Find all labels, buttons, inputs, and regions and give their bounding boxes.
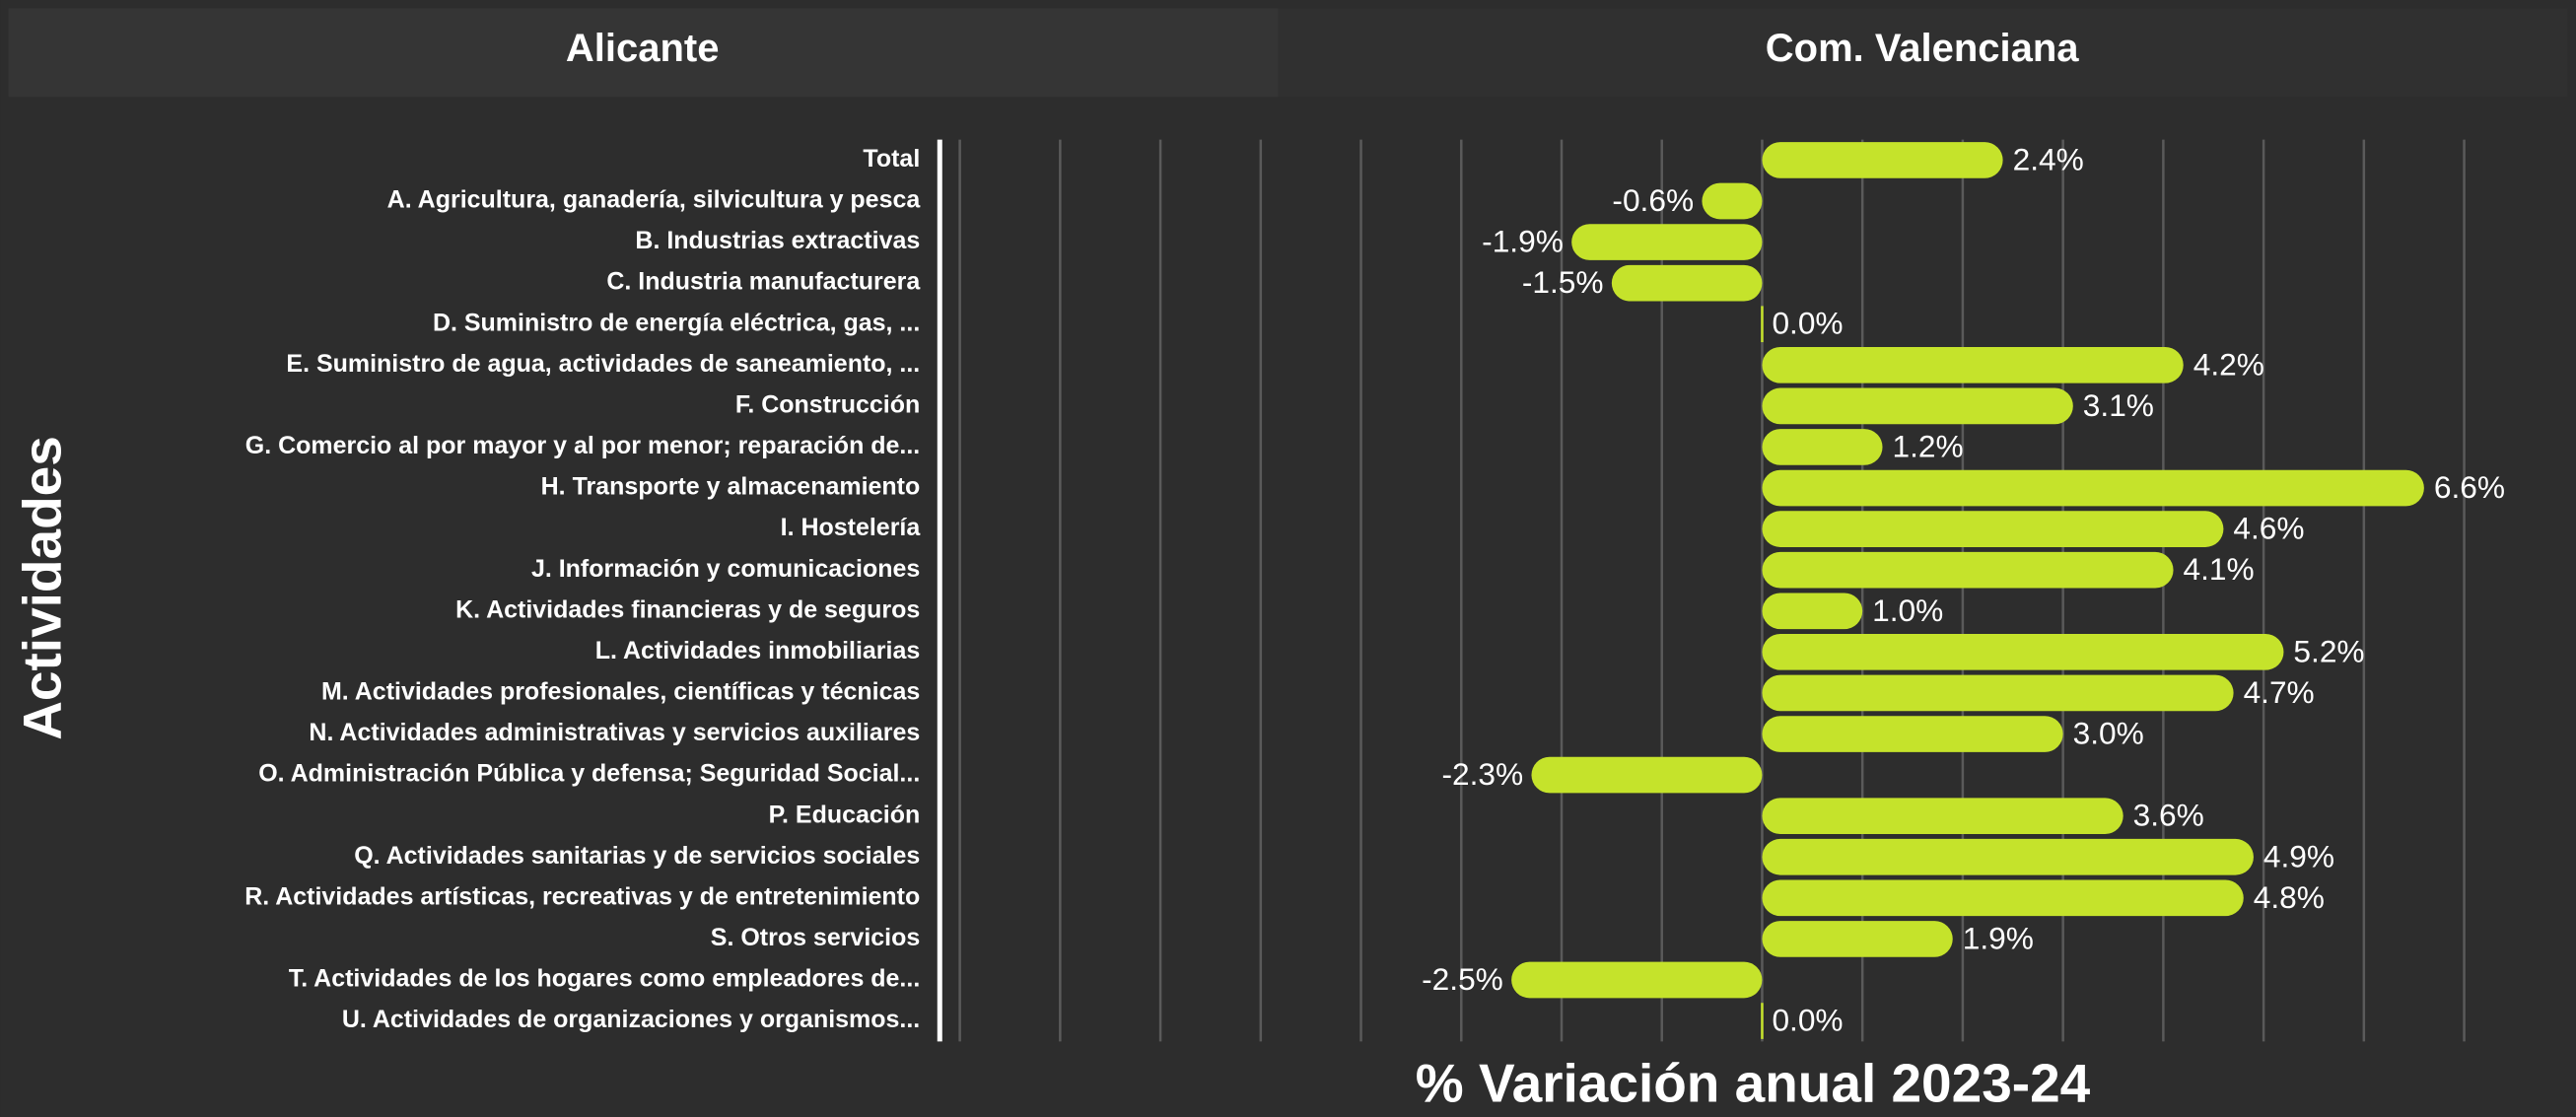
bar [1762, 716, 2063, 752]
value-label: 3.0% [2073, 716, 2144, 751]
value-label: 6.6% [2434, 469, 2505, 505]
value-label: -2.5% [1422, 961, 1503, 997]
bar [1571, 224, 1763, 260]
category-label: R. Actividades artísticas, recreativas y… [244, 882, 920, 910]
value-label: 0.0% [1772, 1003, 1843, 1038]
category-label: O. Administración Pública y defensa; Seg… [258, 760, 920, 788]
bar [1511, 961, 1763, 999]
category-label: C. Industria manufacturera [606, 268, 921, 296]
category-label: J. Información y comunicaciones [531, 555, 920, 583]
category-label: F. Construcción [735, 390, 920, 418]
bar [1762, 879, 2244, 917]
category-label: E. Suministro de agua, actividades de sa… [286, 350, 920, 378]
bar [1761, 306, 1764, 343]
value-label: 3.1% [2083, 387, 2154, 423]
value-label: 4.8% [2254, 879, 2325, 915]
category-label: I. Hostelería [781, 514, 922, 541]
category-label: G. Comercio al por mayor y al por menor;… [245, 432, 921, 459]
category-label: L. Actividades inmobiliarias [595, 637, 921, 664]
value-label: -1.5% [1522, 264, 1604, 300]
bar [1531, 756, 1763, 794]
value-label: 2.4% [2013, 141, 2084, 176]
tab-label[interactable]: Com. Valenciana [1766, 27, 2079, 70]
bar [1762, 346, 2184, 384]
category-label: Total [863, 145, 920, 173]
category-label: H. Transporte y almacenamiento [541, 473, 921, 501]
value-label: -1.9% [1482, 224, 1564, 259]
category-label: A. Agricultura, ganadería, silvicultura … [387, 186, 922, 214]
category-label: N. Actividades administrativas y servici… [309, 719, 920, 746]
tab-label[interactable]: Alicante [566, 27, 719, 70]
value-label: -2.3% [1441, 756, 1523, 792]
category-label: B. Industrias extractivas [635, 227, 920, 254]
value-label: 1.9% [1963, 920, 2034, 955]
category-label: S. Otros servicios [711, 924, 920, 951]
bar [1761, 1003, 1764, 1039]
value-label: 4.2% [2193, 346, 2264, 382]
tab-com-valenciana[interactable] [1278, 8, 2568, 98]
bar [1762, 142, 2003, 178]
value-label: -0.6% [1612, 182, 1694, 218]
category-label: T. Actividades de los hogares como emple… [289, 965, 921, 993]
bar [1611, 264, 1763, 302]
bar [1762, 551, 2174, 589]
value-label: 3.6% [2133, 798, 2204, 833]
category-label: K. Actividades financieras y de seguros [455, 595, 920, 623]
bar [1762, 921, 1953, 957]
value-label: 4.1% [2184, 551, 2255, 587]
bar [1762, 469, 2424, 507]
bar [1762, 387, 2073, 425]
bar [1762, 593, 1863, 630]
category-label: U. Actividades de organizaciones y organ… [342, 1006, 920, 1033]
x-axis-title: % Variación anual 2023-24 [1416, 1053, 2091, 1114]
value-label: 4.6% [2233, 511, 2304, 546]
bar [1702, 182, 1763, 220]
bar [1762, 511, 2224, 547]
category-label: Q. Actividades sanitarias y de servicios… [354, 842, 920, 870]
value-label: 1.2% [1893, 428, 1964, 463]
bar [1762, 674, 2234, 712]
value-label: 4.7% [2244, 674, 2315, 710]
category-label: D. Suministro de energía eléctrica, gas,… [433, 309, 920, 336]
value-label: 4.9% [2263, 838, 2334, 873]
value-label: 5.2% [2293, 633, 2364, 668]
value-label: 0.0% [1772, 306, 1843, 341]
value-label: 1.0% [1872, 593, 1943, 628]
bar [1762, 798, 2123, 835]
bar [1762, 634, 2284, 670]
bar [1762, 838, 2254, 875]
category-label: M. Actividades profesionales, científica… [321, 678, 920, 706]
bar [1762, 429, 1883, 465]
category-label: P. Educación [769, 801, 921, 828]
tab-alicante[interactable] [8, 8, 1279, 98]
y-axis-title: Actividades [11, 436, 72, 740]
